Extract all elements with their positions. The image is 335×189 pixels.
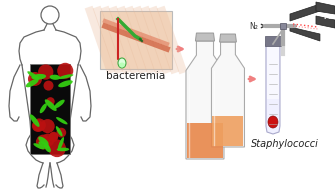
Bar [265,36,281,46]
Bar [30,64,70,154]
Ellipse shape [57,148,69,151]
Ellipse shape [39,141,49,148]
Ellipse shape [118,58,126,68]
Bar [267,47,279,99]
Circle shape [41,119,55,133]
Ellipse shape [56,126,63,136]
Circle shape [57,63,73,79]
Polygon shape [186,41,224,159]
Circle shape [49,132,58,140]
Circle shape [36,135,51,149]
Ellipse shape [50,75,60,80]
Circle shape [56,128,66,137]
Circle shape [44,81,54,91]
Ellipse shape [30,114,40,127]
Bar [212,116,244,146]
Text: Staphylococci: Staphylococci [251,139,319,149]
Polygon shape [266,44,280,134]
Text: MS: MS [324,15,334,19]
Ellipse shape [119,63,125,67]
Ellipse shape [56,117,68,124]
Ellipse shape [31,74,46,80]
Ellipse shape [38,136,49,145]
Circle shape [49,132,58,142]
Ellipse shape [26,79,39,87]
Circle shape [42,133,54,146]
Ellipse shape [40,103,47,113]
Polygon shape [290,27,320,41]
Ellipse shape [44,143,51,152]
Polygon shape [316,2,335,14]
Circle shape [32,120,44,132]
Polygon shape [316,16,335,28]
Ellipse shape [54,100,65,108]
Polygon shape [195,33,214,41]
Bar [280,23,286,29]
Polygon shape [211,42,245,147]
Circle shape [38,64,53,80]
Text: bacteremia: bacteremia [106,71,165,81]
Ellipse shape [58,80,73,87]
Circle shape [32,119,46,132]
Bar [100,11,172,69]
Ellipse shape [45,99,57,111]
Text: N₂: N₂ [249,22,258,30]
Polygon shape [219,34,237,42]
Ellipse shape [58,137,64,151]
Ellipse shape [34,143,45,149]
Circle shape [28,72,42,86]
Ellipse shape [268,116,278,128]
Polygon shape [290,4,320,21]
Circle shape [46,97,55,106]
Ellipse shape [27,71,39,80]
Bar [187,123,223,158]
Ellipse shape [58,74,73,79]
Circle shape [48,139,66,157]
